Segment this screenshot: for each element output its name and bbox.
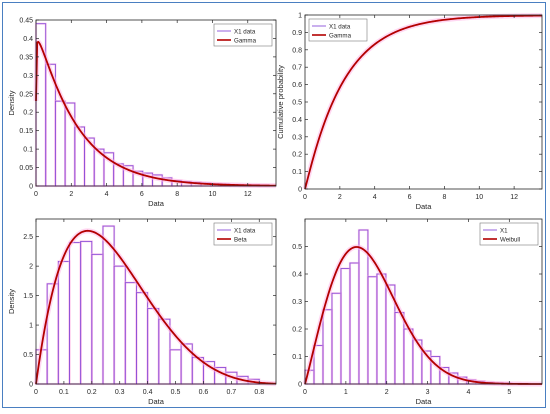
- x-tick-label: 1: [344, 389, 348, 396]
- x-tick-label: 5: [507, 389, 511, 396]
- y-tick-label: 0: [29, 382, 33, 389]
- y-tick-label: 0.3: [292, 134, 302, 141]
- x-tick-label: 12: [244, 191, 252, 198]
- y-tick-label: 2: [29, 264, 33, 271]
- y-tick-label: 0.3: [292, 299, 302, 306]
- x-tick-label: 4: [373, 194, 377, 201]
- x-tick-label: 4: [466, 389, 470, 396]
- y-tick-label: 1.5: [23, 293, 33, 300]
- x-tick-label: 0.2: [87, 389, 97, 396]
- y-tick-label: 0.35: [19, 54, 33, 61]
- legend-label: X1: [500, 227, 508, 234]
- y-axis-label: Cumulative probability: [276, 65, 285, 139]
- x-axis-label: Data: [148, 199, 165, 208]
- chart-panel-bottom-right: 0 1 2 3 4 5 0 0.1 0.2 0.3 0.4 0.5 Data X1 Weibull: [292, 219, 542, 406]
- x-tick-label: 2: [338, 194, 342, 201]
- y-tick-label: 0.2: [23, 110, 33, 117]
- x-tick-label: 0: [34, 191, 38, 198]
- x-tick-label: 0: [34, 389, 38, 396]
- legend-label: Beta: [234, 236, 247, 243]
- y-axis-label: Density: [7, 90, 16, 115]
- legend-label: X1 data: [329, 23, 351, 30]
- legend: X1 data Beta: [214, 223, 272, 245]
- y-tick-label: 0.05: [19, 165, 33, 172]
- x-tick-label: 0: [303, 194, 307, 201]
- legend: X1 data Gamma: [214, 24, 272, 46]
- legend-label: X1 data: [234, 227, 256, 234]
- x-axis-label: Data: [148, 397, 165, 406]
- x-tick-label: 0.4: [143, 389, 153, 396]
- x-tick-label: 0.1: [59, 389, 69, 396]
- y-tick-label: 0.5: [23, 352, 33, 359]
- legend: X1 Weibull: [480, 223, 538, 245]
- legend: X1 data Gamma: [309, 19, 367, 41]
- y-tick-label: 0.8: [292, 47, 302, 54]
- chart-panel-top-right: 0 2 4 6 8 10 12 0 0.1 0.2 0.3 0.4 0.5 0.6 0.7 0.8 0.9 1 Da…: [276, 13, 542, 212]
- y-tick-label: 0.45: [19, 18, 33, 25]
- chart-panel-top-left: 0 2 4 6 8 10 12 0 0.05 0.1 0.15 0.2 0.25 0.3 0.35 0.4 0.…: [7, 18, 276, 209]
- x-tick-label: 2: [69, 191, 73, 198]
- y-axis-label: Density: [7, 289, 16, 314]
- y-tick-label: 0.4: [292, 117, 302, 124]
- x-tick-label: 0.7: [226, 389, 236, 396]
- y-tick-label: 0.1: [292, 354, 302, 361]
- x-tick-label: 6: [408, 194, 412, 201]
- x-tick-label: 0.5: [171, 389, 181, 396]
- x-tick-label: 8: [175, 191, 179, 198]
- y-tick-label: 0.5: [292, 100, 302, 107]
- chart-panel-bottom-left: 0 0.1 0.2 0.3 0.4 0.5 0.6 0.7 0.8 0 0.5 1 1.5 2 2.5 Dat…: [7, 219, 276, 406]
- y-tick-label: 0.2: [292, 152, 302, 159]
- y-tick-label: 0.5: [292, 244, 302, 251]
- x-axis-label: Data: [416, 202, 433, 211]
- x-tick-label: 12: [510, 194, 518, 201]
- y-tick-label: 0.3: [23, 73, 33, 80]
- y-tick-label: 0.6: [292, 82, 302, 89]
- y-tick-label: 1: [298, 13, 302, 20]
- y-tick-label: 0.4: [292, 272, 302, 279]
- y-tick-label: 2.5: [23, 234, 33, 241]
- y-tick-label: 0: [29, 184, 33, 191]
- x-tick-label: 8: [442, 194, 446, 201]
- x-tick-label: 6: [140, 191, 144, 198]
- legend-label: Weibull: [500, 236, 520, 243]
- legend-label: Gamma: [234, 37, 257, 44]
- y-tick-label: 0.25: [19, 91, 33, 98]
- x-tick-label: 0.8: [254, 389, 264, 396]
- x-tick-label: 10: [209, 191, 217, 198]
- legend-label: Gamma: [329, 32, 352, 39]
- y-tick-label: 1: [29, 323, 33, 330]
- x-tick-label: 2: [385, 389, 389, 396]
- x-tick-label: 0.3: [115, 389, 125, 396]
- x-tick-label: 0: [303, 389, 307, 396]
- y-tick-label: 0.1: [292, 169, 302, 176]
- x-tick-label: 4: [105, 191, 109, 198]
- y-tick-label: 0.1: [23, 147, 33, 154]
- x-axis-label: Data: [416, 397, 433, 406]
- y-tick-label: 0.9: [292, 30, 302, 37]
- x-tick-label: 0.6: [199, 389, 209, 396]
- y-tick-label: 0.15: [19, 128, 33, 135]
- x-tick-label: 3: [426, 389, 430, 396]
- y-tick-label: 0.7: [292, 65, 302, 72]
- legend-label: X1 data: [234, 28, 256, 35]
- y-tick-label: 0.4: [23, 36, 33, 43]
- x-tick-label: 10: [475, 194, 483, 201]
- y-tick-label: 0.2: [292, 327, 302, 334]
- y-tick-label: 0: [298, 382, 302, 389]
- y-tick-label: 0: [298, 187, 302, 194]
